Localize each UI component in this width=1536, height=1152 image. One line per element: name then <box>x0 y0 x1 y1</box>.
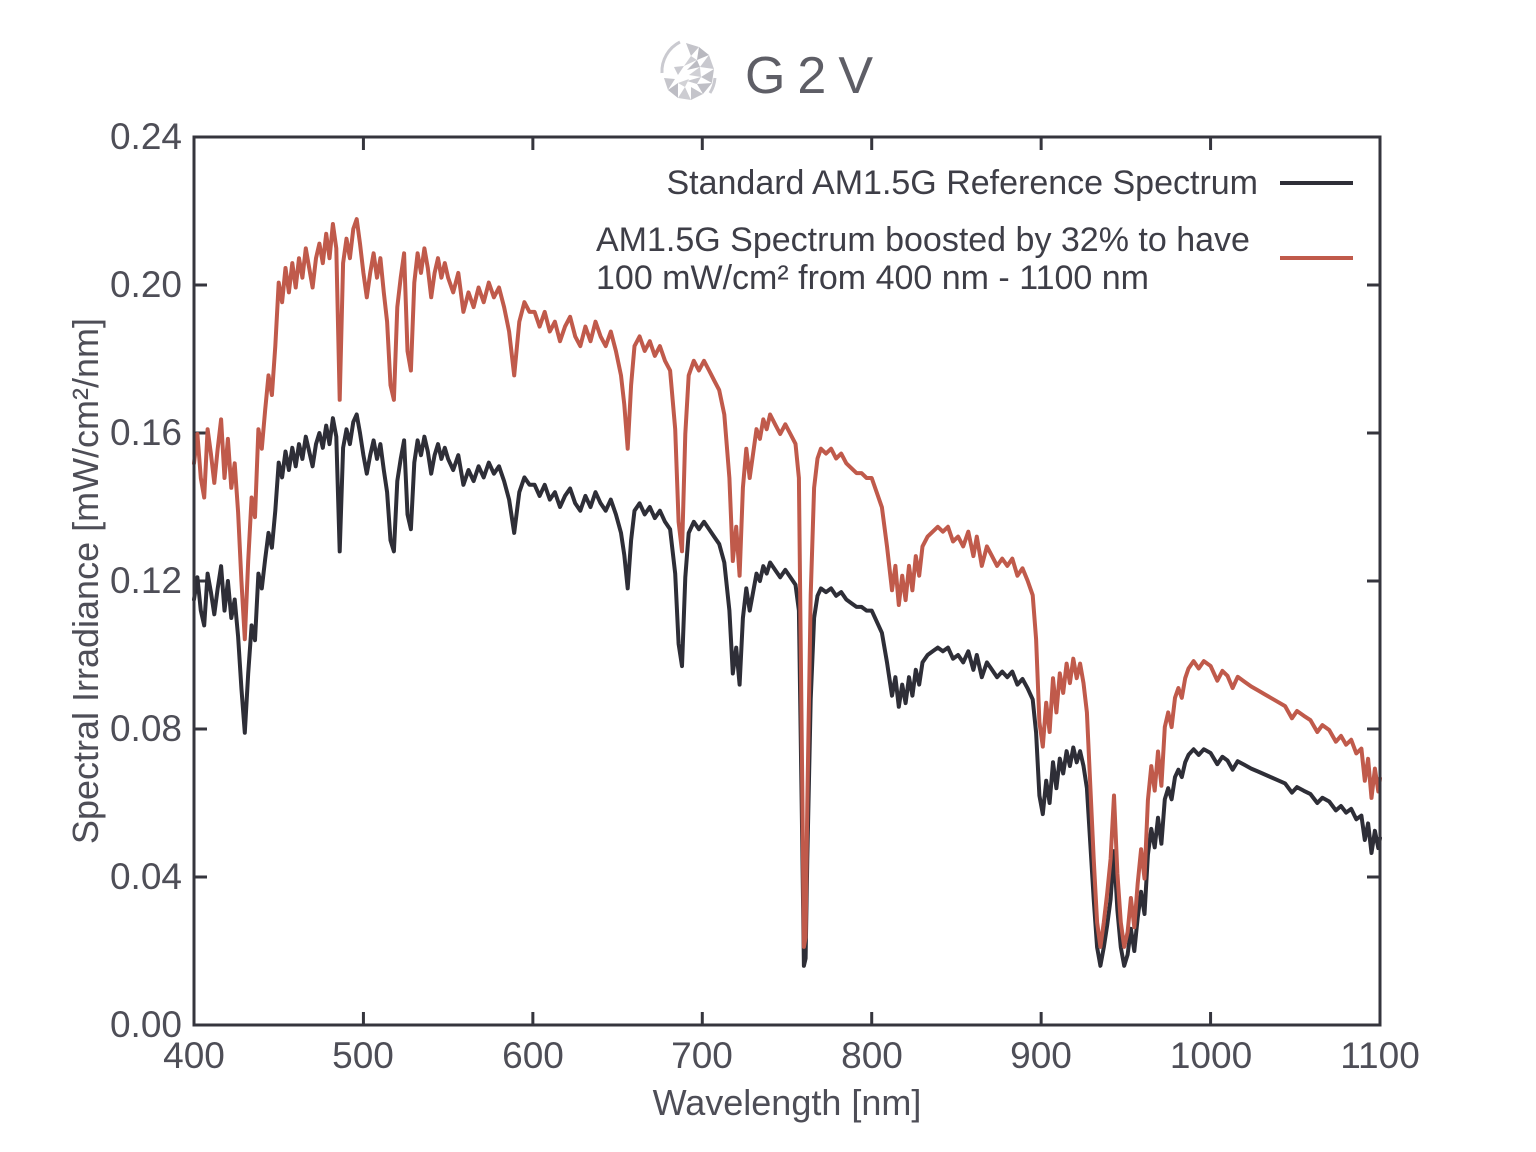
y-tick-label: 0.12 <box>109 560 182 601</box>
g2v-logo-icon <box>651 38 721 113</box>
x-axis-title: Wavelength [nm] <box>652 1082 922 1123</box>
x-tick-label: 700 <box>671 1035 733 1076</box>
reference-spectrum-curve <box>192 412 1382 968</box>
g2v-logo: G2V <box>651 38 885 113</box>
boosted-spectrum-curve <box>192 217 1382 949</box>
y-tick-label: 0.16 <box>109 412 182 453</box>
legend-label-boosted-line1: AM1.5G Spectrum boosted by 32% to have <box>596 221 1250 259</box>
y-tick-label: 0.24 <box>109 116 182 157</box>
x-tick-label: 600 <box>502 1035 564 1076</box>
legend-label-boosted-line2: 100 mW/cm² from 400 nm - 1100 nm <box>596 259 1149 297</box>
x-tick-label: 400 <box>163 1035 225 1076</box>
legend-sample-reference <box>1280 181 1353 185</box>
legend-sample-boosted <box>1280 256 1353 260</box>
x-tick-label: 500 <box>332 1035 394 1076</box>
x-tick-label: 1000 <box>1169 1035 1253 1076</box>
legend-label-reference: Standard AM1.5G Reference Spectrum <box>666 164 1258 202</box>
x-tick-label: 800 <box>841 1035 903 1076</box>
x-tick-label: 1100 <box>1340 1035 1420 1076</box>
plot-border <box>192 135 1382 1027</box>
y-tick-label: 0.00 <box>109 1004 182 1045</box>
y-tick-label: 0.20 <box>109 264 182 305</box>
y-axis-title: Spectral Irradiance [mW/cm²/nm] <box>65 317 106 845</box>
y-tick-label: 0.08 <box>109 708 182 749</box>
y-tick-label: 0.04 <box>109 856 182 897</box>
g2v-logo-text: G2V <box>744 46 886 105</box>
legend-label-boosted: AM1.5G Spectrum boosted by 32% to have 1… <box>596 221 1250 297</box>
x-tick-label: 900 <box>1010 1035 1072 1076</box>
